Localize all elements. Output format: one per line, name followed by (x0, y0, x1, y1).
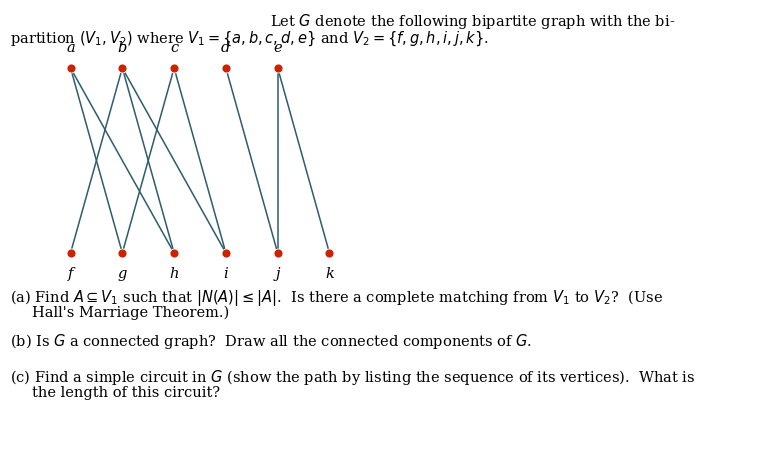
Text: g: g (118, 267, 127, 281)
Text: h: h (170, 267, 179, 281)
Text: (c) Find a simple circuit in $G$ (show the path by listing the sequence of its v: (c) Find a simple circuit in $G$ (show t… (10, 368, 695, 387)
Text: a: a (66, 41, 75, 55)
Text: j: j (276, 267, 280, 281)
Text: Hall's Marriage Theorem.): Hall's Marriage Theorem.) (32, 306, 230, 320)
Text: b: b (118, 41, 127, 55)
Text: e: e (273, 41, 282, 55)
Text: partition $(V_1, V_2)$ where $V_1 = \{a, b, c, d, e\}$ and $V_2 = \{f, g, h, i, : partition $(V_1, V_2)$ where $V_1 = \{a,… (10, 30, 489, 48)
Text: i: i (223, 267, 228, 281)
Text: c: c (170, 41, 178, 55)
Text: d: d (221, 41, 230, 55)
Text: the length of this circuit?: the length of this circuit? (32, 386, 220, 400)
Text: Let $G$ denote the following bipartite graph with the bi-: Let $G$ denote the following bipartite g… (270, 12, 675, 31)
Text: (a) Find $A \subseteq V_1$ such that $|N(A)| \leq |A|$.  Is there a complete mat: (a) Find $A \subseteq V_1$ such that $|N… (10, 288, 663, 308)
Text: f: f (68, 267, 73, 281)
Text: k: k (325, 267, 334, 281)
Text: (b) Is $G$ a connected graph?  Draw all the connected components of $G$.: (b) Is $G$ a connected graph? Draw all t… (10, 332, 532, 351)
